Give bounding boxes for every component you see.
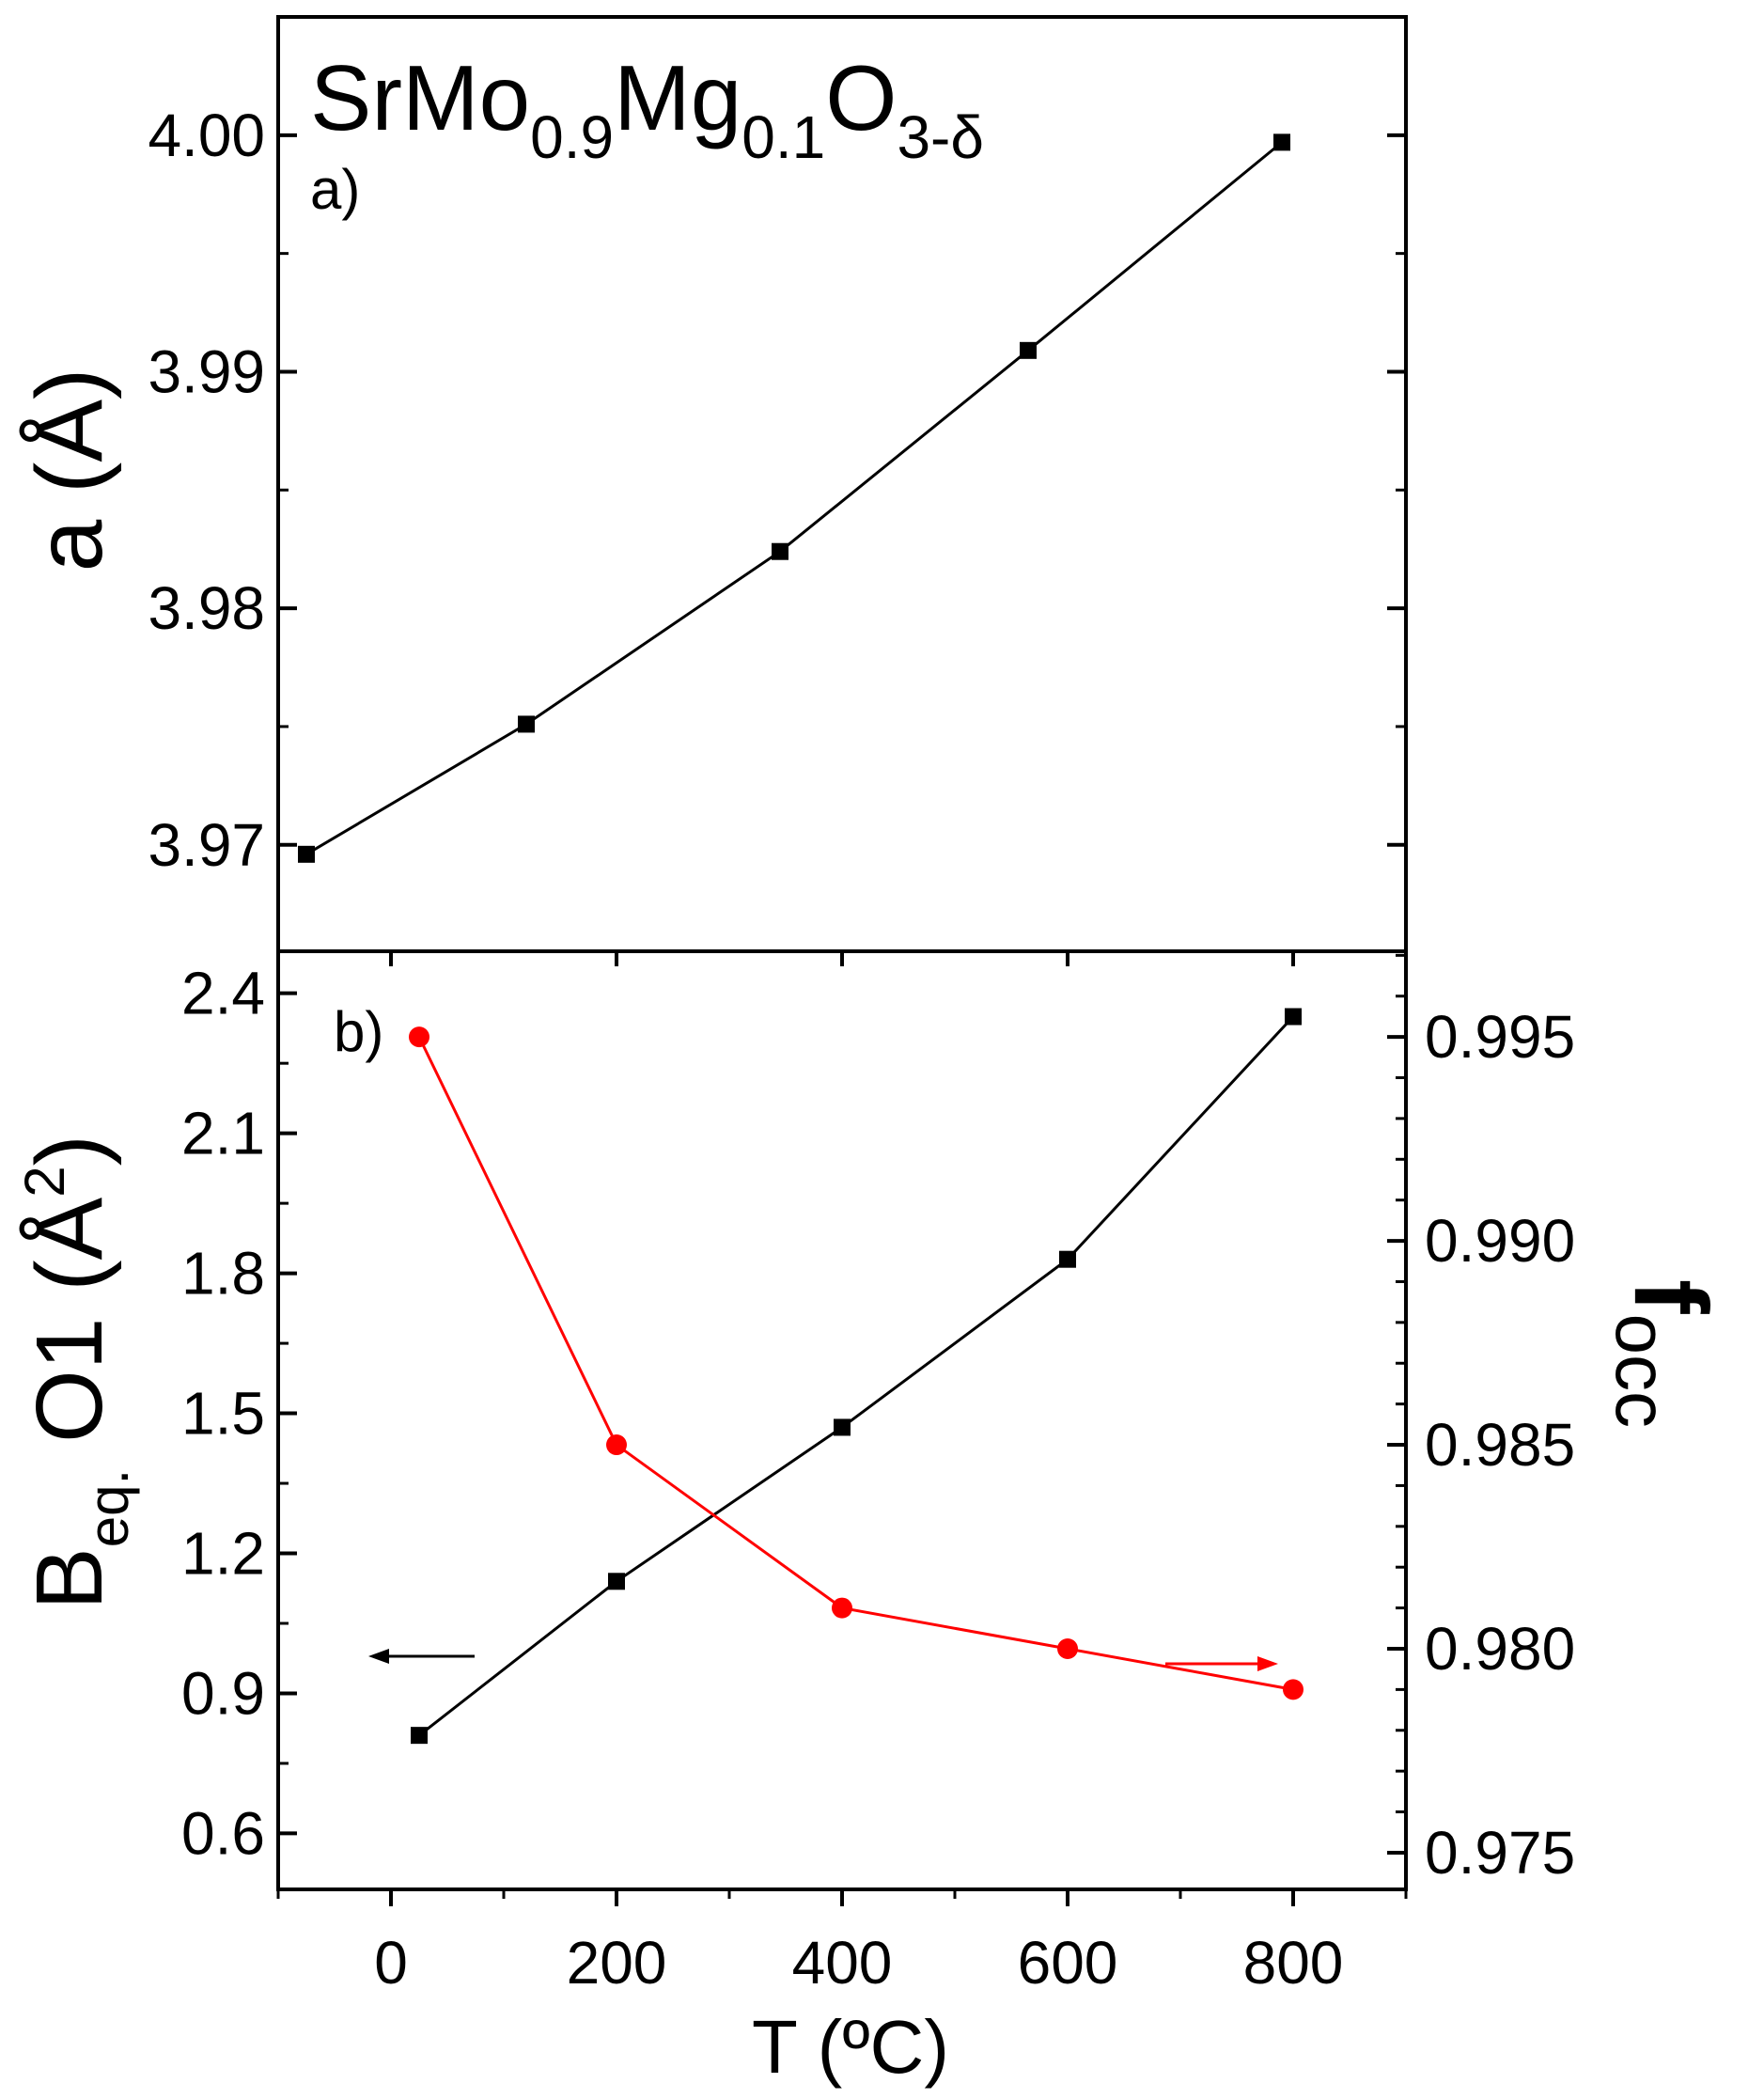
x-tick-label: 400 [792,1929,893,1997]
panel-b-ytick-left-label: 2.4 [181,960,265,1027]
panel-b-ylabel-left: Beq. O1 (Å2) [13,1135,140,1610]
panel-a-ytick-label: 3.98 [148,574,265,642]
panel-b-series-left-point [1285,1008,1302,1026]
panel-a-frame [276,15,1408,953]
panel-a-ytick-label: 4.00 [148,102,265,169]
panel-b-label: b) [334,1000,383,1063]
panel-b-series-right-point [606,1434,627,1456]
panel-b-ylabel-right: focc [1600,1279,1728,1428]
panel-b-series-left-point [608,1573,625,1590]
panel-a-ytick-label: 3.97 [148,811,265,879]
panel-b-series-right-line [417,1036,1294,1691]
panel-a-label: a) [310,158,360,221]
panel-b-ytick-left-label: 1.5 [181,1380,265,1448]
panel-a-series-point [518,715,535,733]
panel-a-title: SrMo0.9Mg0.1O3-δ [310,46,984,171]
panel-b-ytick-right-label: 0.975 [1425,1819,1575,1887]
panel-b-series-right-point [409,1026,429,1048]
right-axis-arrow-head [1257,1656,1278,1671]
left-axis-arrow-head [368,1649,389,1664]
panel-b-ytick-right-label: 0.990 [1425,1207,1575,1275]
panel-b-ytick-left-label: 0.6 [181,1799,265,1867]
panel-b-series-right-point [1057,1637,1078,1659]
x-tick-label: 600 [1018,1929,1118,1997]
panel-b-series-left-point [411,1727,428,1745]
panel-b-ytick-left-label: 0.9 [181,1659,265,1727]
panel-b-series-left-line [418,1015,1295,1737]
x-tick-label: 0 [374,1929,408,1997]
panel-b-ytick-left-label: 1.8 [181,1240,265,1308]
series-layer [298,133,1303,1745]
panel-a-series-line [305,141,1283,856]
panel-b-ytick-right-label: 0.985 [1425,1411,1575,1479]
x-tick-label: 200 [567,1929,667,1997]
panel-a-ytick-label: 3.99 [148,337,265,405]
panel-b-series-left-point [1059,1250,1076,1268]
panel-b-series-left-point [834,1418,851,1436]
panel-b-ytick-left-label: 1.2 [181,1520,265,1588]
panel-b-ytick-right-label: 0.980 [1425,1615,1575,1683]
panel-a-ylabel: a (Å) [17,368,122,572]
x-tick-label: 800 [1243,1929,1344,1997]
panel-a-series-point [1273,133,1290,151]
panel-b-series-right-point [832,1597,852,1619]
panel-a-series-point [772,542,788,560]
panel-a-series-point [298,845,315,863]
panel-b-ytick-left-label: 2.1 [181,1100,265,1167]
panel-b-ytick-right-label: 0.995 [1425,1003,1575,1071]
panel-b-series-right-point [1283,1679,1303,1700]
panel-a-series-point [1020,341,1037,359]
axes-layer: 3.97 3.98 3.99 4.00 0 200 400 600 800 0.6 0.9 1.2 1.… [148,102,1575,1997]
x-axis-label: T (ºC) [752,2005,949,2089]
